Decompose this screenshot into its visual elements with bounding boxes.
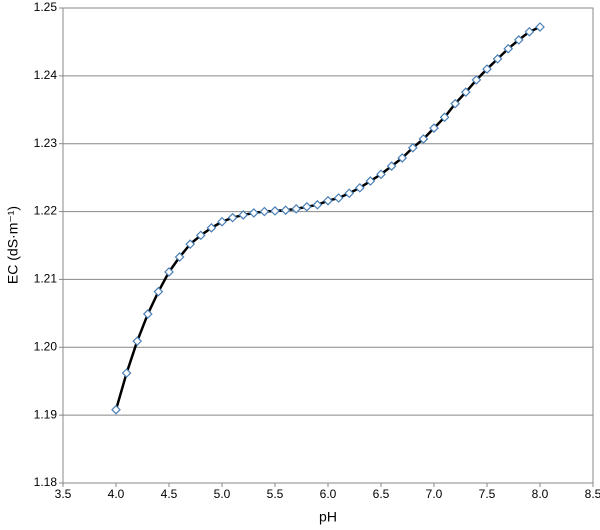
- data-point: [354, 182, 365, 193]
- x-tick-label: 4.5: [161, 487, 178, 501]
- data-point: [386, 161, 397, 171]
- x-tick-label: 8.5: [585, 487, 600, 501]
- data-point: [524, 26, 535, 37]
- data-point: [174, 252, 185, 262]
- data-point: [365, 176, 376, 186]
- data-point: [132, 336, 143, 347]
- data-point: [153, 286, 164, 297]
- x-tick-label: 5.5: [267, 487, 284, 501]
- data-point: [513, 35, 524, 45]
- y-tick-label: 1.19: [34, 407, 58, 421]
- data-point: [535, 22, 545, 32]
- data-point: [333, 193, 344, 203]
- x-axis-title: pH: [319, 509, 337, 525]
- data-point: [429, 123, 439, 133]
- data-point: [439, 112, 450, 123]
- x-tick-label: 6.5: [373, 487, 390, 501]
- data-point: [450, 98, 461, 109]
- data-point: [344, 188, 355, 199]
- data-point: [227, 212, 238, 223]
- data-point: [407, 142, 418, 153]
- y-tick-label: 1.25: [34, 0, 58, 14]
- y-tick-label: 1.18: [34, 475, 58, 489]
- plot-frame: [62, 7, 594, 484]
- y-tick-label: 1.20: [34, 339, 58, 353]
- data-point: [206, 223, 217, 233]
- y-axis-title: EC (dS·m⁻¹): [5, 206, 21, 284]
- data-point: [492, 54, 503, 64]
- data-point: [376, 169, 386, 180]
- data-point: [503, 43, 514, 54]
- x-tick-label: 3.5: [55, 487, 72, 501]
- data-point: [248, 208, 259, 218]
- data-point: [397, 153, 408, 163]
- data-point: [291, 204, 302, 214]
- x-tick-label: 7.5: [479, 487, 496, 501]
- data-point: [482, 64, 492, 74]
- x-tick-label: 4.0: [108, 487, 125, 501]
- data-point: [280, 205, 291, 216]
- x-tick-label: 6.0: [320, 487, 337, 501]
- data-point: [111, 404, 121, 415]
- data-point: [195, 230, 206, 241]
- data-point: [259, 206, 270, 217]
- y-tick-label: 1.21: [34, 272, 58, 286]
- data-point: [185, 239, 196, 249]
- data-point: [270, 206, 280, 216]
- data-point: [323, 195, 333, 206]
- y-tick-label: 1.23: [34, 136, 58, 150]
- data-point: [312, 199, 323, 210]
- y-tick-label: 1.24: [34, 68, 58, 82]
- data-point: [418, 134, 429, 144]
- data-point: [238, 210, 249, 220]
- x-tick-label: 7.0: [426, 487, 443, 501]
- data-point: [471, 75, 482, 85]
- y-tick-label: 1.22: [34, 204, 58, 218]
- x-tick-label: 8.0: [532, 487, 549, 501]
- data-point: [460, 87, 471, 97]
- data-point: [217, 216, 227, 227]
- x-tick-label: 5.0: [214, 487, 231, 501]
- data-point: [301, 201, 312, 212]
- data-point: [142, 309, 153, 319]
- data-point: [164, 267, 174, 277]
- data-point: [121, 368, 132, 378]
